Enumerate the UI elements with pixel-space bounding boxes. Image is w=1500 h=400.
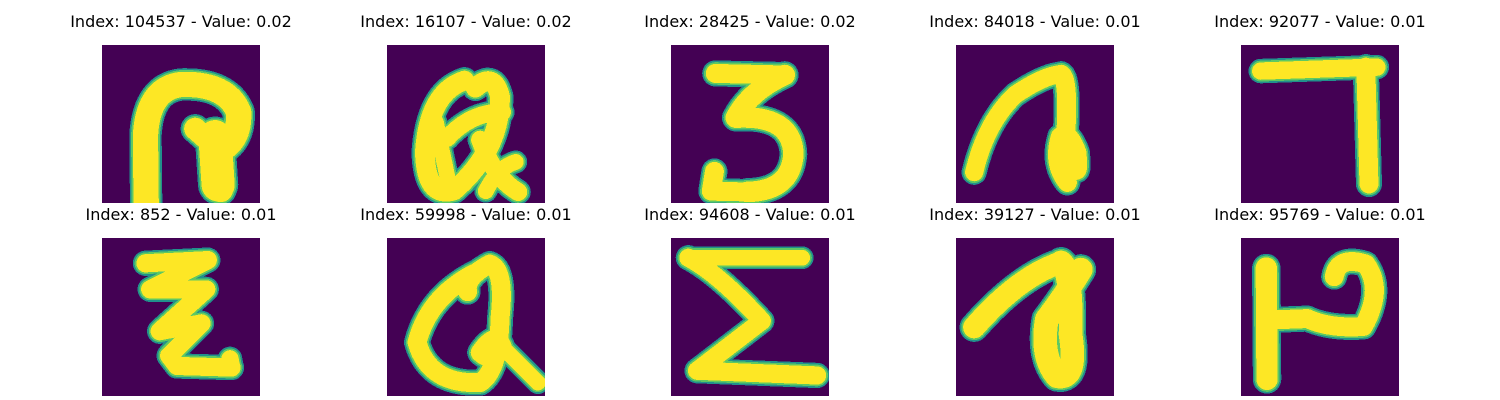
panel-title: Index: 16107 - Value: 0.02 (360, 12, 572, 31)
stroke-core-layer (1252, 57, 1386, 194)
panel-title: Index: 39127 - Value: 0.01 (929, 205, 1141, 224)
glyph-stroke (132, 71, 252, 203)
glyph-stroke (1297, 252, 1384, 337)
stroke-core-layer (965, 64, 1088, 192)
image-panel: Index: 94608 - Value: 0.01 (644, 205, 856, 396)
glyph-stroke (438, 103, 512, 147)
digit-three-image (671, 45, 829, 203)
glyph-stroke (679, 248, 771, 380)
panel-title: Index: 852 - Value: 0.01 (85, 205, 277, 224)
image-panel: Index: 84018 - Value: 0.01 (929, 12, 1141, 203)
looped-q-image (387, 45, 545, 203)
digit-seven-image (1241, 45, 1399, 203)
glyph-stroke (221, 350, 241, 377)
stroke-core-layer (132, 71, 252, 203)
stroke-core-layer (407, 254, 545, 393)
hook-with-stem-image (102, 45, 260, 203)
glyph-stroke (687, 361, 827, 385)
glyph-stroke (428, 114, 455, 184)
glyph-stroke (494, 339, 545, 391)
glyph-stroke (407, 254, 511, 393)
panel-title: Index: 28425 - Value: 0.02 (644, 12, 856, 31)
stroke-core-layer (963, 250, 1093, 389)
image-panel: Index: 28425 - Value: 0.02 (644, 12, 856, 203)
stroke-core-layer (679, 248, 827, 385)
image-panel: Index: 92077 - Value: 0.01 (1214, 12, 1426, 203)
glyph-stroke (1048, 64, 1088, 192)
glyph-stroke (184, 117, 227, 158)
glyph-stroke (477, 154, 524, 200)
panel-title: Index: 92077 - Value: 0.01 (1214, 12, 1426, 31)
panel-title: Index: 94608 - Value: 0.01 (644, 205, 856, 224)
panel-title: Index: 59998 - Value: 0.01 (360, 205, 572, 224)
looped-a-image (956, 238, 1114, 396)
glyph-stroke (725, 64, 804, 203)
image-panel: Index: 852 - Value: 0.01 (81, 205, 281, 396)
image-panel: Index: 39127 - Value: 0.01 (929, 205, 1141, 396)
image-panel: Index: 16107 - Value: 0.02 (360, 12, 572, 203)
glyph-stroke (136, 251, 241, 377)
stroke-core-layer (415, 70, 528, 202)
image-panel: Index: 95769 - Value: 0.01 (1214, 205, 1426, 396)
glyph-stroke (1356, 57, 1379, 194)
looped-q-image (387, 238, 545, 396)
panel-title: Index: 95769 - Value: 0.01 (1214, 205, 1426, 224)
stroke-core-layer (136, 251, 241, 377)
glyph-stroke (1033, 250, 1093, 389)
panel-title: Index: 104537 - Value: 0.02 (70, 12, 292, 31)
stroke-core-layer (701, 63, 804, 203)
image-panel: Index: 104537 - Value: 0.02 (70, 12, 292, 203)
panel-title: Index: 84018 - Value: 0.01 (929, 12, 1141, 31)
zigzag-z-image (102, 238, 260, 396)
looped-a-image (956, 45, 1114, 203)
sigma-image (671, 238, 829, 396)
glyph-stroke (701, 161, 757, 202)
p-shape-image (1241, 238, 1399, 396)
stroke-core-layer (1255, 252, 1384, 391)
image-panel: Index: 59998 - Value: 0.01 (360, 205, 572, 396)
glyph-stroke (965, 65, 1071, 182)
